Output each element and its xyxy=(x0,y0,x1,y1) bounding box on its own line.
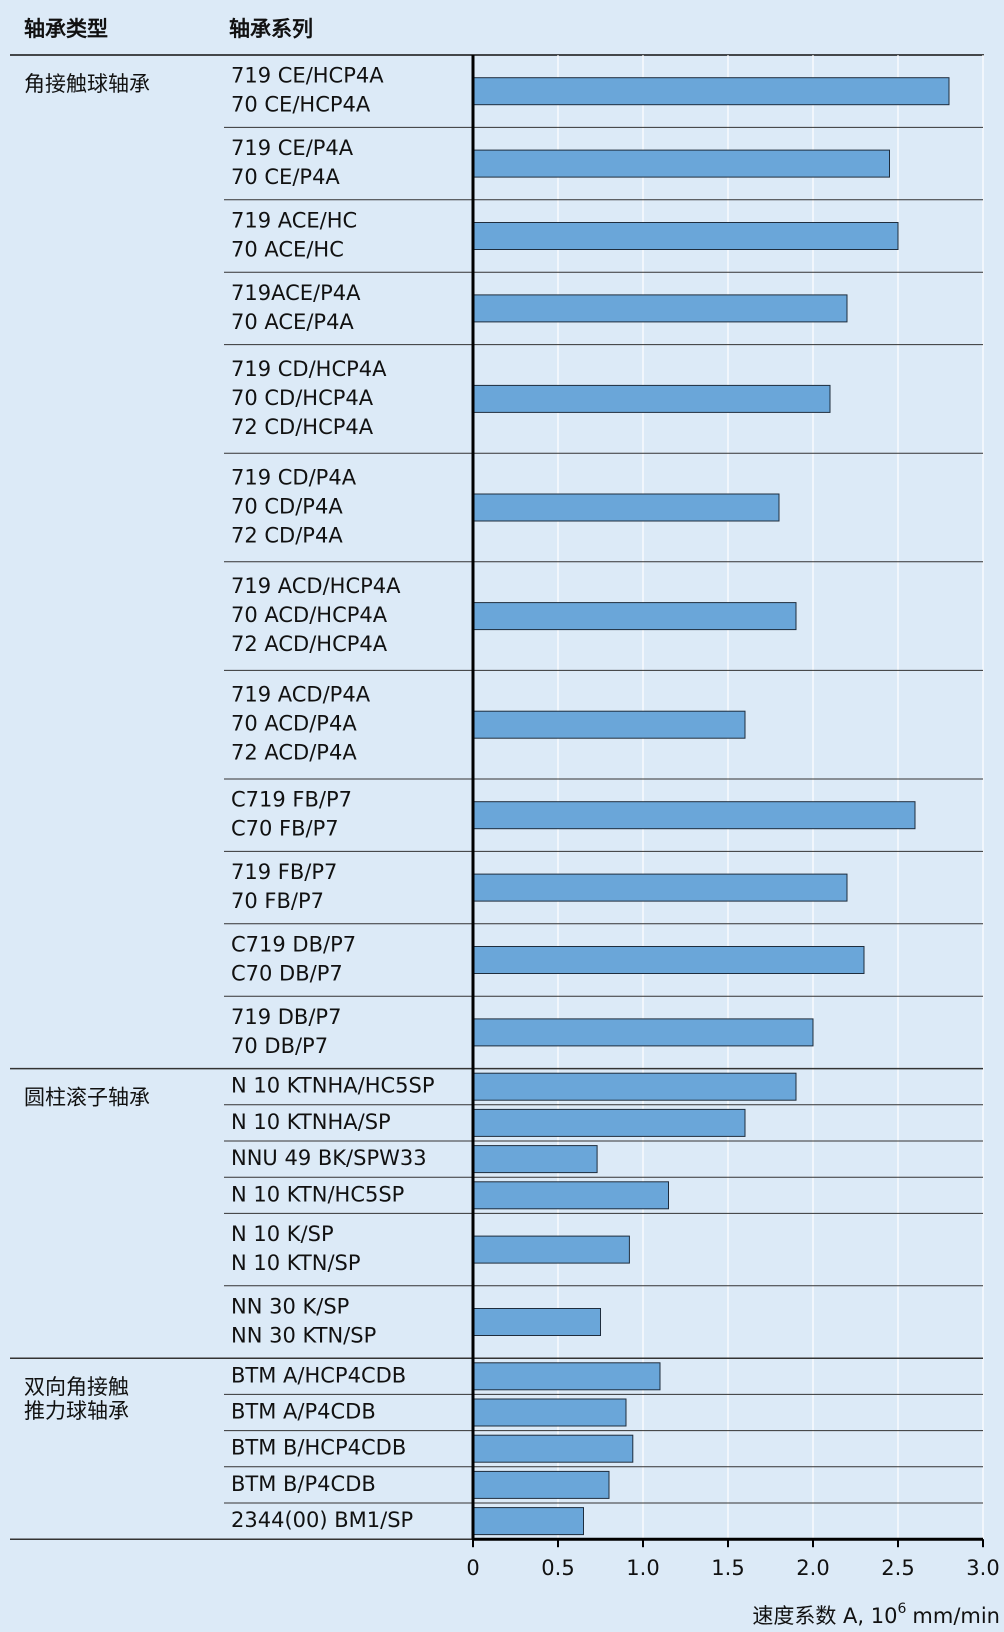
series-label: N 10 KTN/SP xyxy=(231,1251,361,1275)
bar xyxy=(472,1507,584,1536)
x-axis-label: 速度系数 A, 106 mm/min xyxy=(752,1601,1000,1628)
bar xyxy=(472,1018,814,1047)
series-label: BTM B/HCP4CDB xyxy=(231,1436,406,1460)
bar xyxy=(472,946,865,974)
series-label: BTM B/P4CDB xyxy=(231,1472,376,1496)
series-label: N 10 K/SP xyxy=(231,1222,334,1246)
bar xyxy=(472,873,848,902)
series-label: C719 DB/P7 xyxy=(231,933,356,957)
series-label: 719 ACD/P4A xyxy=(231,683,371,707)
series-label: 70 ACE/P4A xyxy=(231,310,354,334)
series-label: 719 DB/P7 xyxy=(231,1005,341,1029)
series-label: BTM A/HCP4CDB xyxy=(231,1363,406,1387)
bearing-type: 圆柱滚子轴承 xyxy=(24,1086,150,1110)
x-tick-label: 0 xyxy=(466,1556,479,1580)
series-label: 70 ACD/P4A xyxy=(231,712,357,736)
x-tick-label: 1.5 xyxy=(711,1556,744,1580)
series-label: 70 FB/P7 xyxy=(231,889,324,913)
series-label: 719 CD/P4A xyxy=(231,466,357,490)
series-label: 70 CE/P4A xyxy=(231,165,340,189)
series-label: 72 CD/P4A xyxy=(231,524,343,548)
series-label: N 10 KTNHA/SP xyxy=(231,1110,391,1134)
series-label: 719 FB/P7 xyxy=(231,860,337,884)
bar xyxy=(472,1072,797,1101)
x-label-sup: 6 xyxy=(897,1601,906,1617)
header-series: 轴承系列 xyxy=(229,17,313,41)
series-label: 719 CD/HCP4A xyxy=(231,357,387,381)
x-tick-label: 0.5 xyxy=(541,1556,574,1580)
bar xyxy=(472,1434,634,1463)
series-label: 719 ACD/HCP4A xyxy=(231,574,401,598)
series-label: C70 DB/P7 xyxy=(231,962,343,986)
bar xyxy=(472,77,950,106)
bar xyxy=(472,801,916,830)
x-tick-label: 1.0 xyxy=(626,1556,659,1580)
bearing-type: 角接触球轴承 xyxy=(24,72,150,96)
bar xyxy=(472,149,890,178)
series-label: NN 30 K/SP xyxy=(231,1295,349,1319)
series-label: C719 FB/P7 xyxy=(231,788,352,812)
bar xyxy=(472,1108,746,1137)
series-label: 719 CE/HCP4A xyxy=(231,64,384,88)
x-tick-label: 2.0 xyxy=(796,1556,829,1580)
series-label: 719ACE/P4A xyxy=(231,281,361,305)
bar xyxy=(472,1235,630,1264)
series-label: 719 CE/P4A xyxy=(231,136,354,160)
bearing-type: 双向角接触 xyxy=(24,1375,129,1399)
x-tick-label: 2.5 xyxy=(881,1556,914,1580)
series-label: 72 ACD/P4A xyxy=(231,741,357,765)
series-label: 70 DB/P7 xyxy=(231,1034,328,1058)
x-label-text: 速度系数 A, 10 xyxy=(752,1604,897,1628)
series-label: 70 ACE/HC xyxy=(231,238,344,262)
series-label: 2344(00) BM1/SP xyxy=(231,1508,413,1532)
bar xyxy=(472,222,899,250)
series-label: 70 ACD/HCP4A xyxy=(231,603,388,627)
bar xyxy=(472,1470,610,1499)
bar xyxy=(472,384,831,413)
series-label: 70 CD/HCP4A xyxy=(231,386,374,410)
bar xyxy=(472,1398,627,1427)
series-label: 719 ACE/HC xyxy=(231,209,357,233)
series-label: NNU 49 BK/SPW33 xyxy=(231,1146,427,1170)
series-label: N 10 KTNHA/HC5SP xyxy=(231,1074,435,1098)
bearing-type: 推力球轴承 xyxy=(24,1399,129,1423)
bar xyxy=(472,710,746,739)
x-label-unit: mm/min xyxy=(912,1604,1000,1628)
series-label: N 10 KTN/HC5SP xyxy=(231,1182,404,1206)
series-label: 72 CD/HCP4A xyxy=(231,415,374,439)
bar xyxy=(472,1181,669,1210)
series-label: 70 CE/HCP4A xyxy=(231,93,371,117)
bar xyxy=(472,602,797,631)
bar xyxy=(472,1145,598,1174)
x-tick-label: 3.0 xyxy=(966,1556,999,1580)
bar xyxy=(472,1308,601,1336)
bar xyxy=(472,294,848,323)
series-label: 72 ACD/HCP4A xyxy=(231,632,388,656)
series-label: 70 CD/P4A xyxy=(231,495,343,519)
series-label: C70 FB/P7 xyxy=(231,817,339,841)
bar xyxy=(472,493,780,522)
series-label: BTM A/P4CDB xyxy=(231,1400,376,1424)
header-type: 轴承类型 xyxy=(24,17,108,41)
series-label: NN 30 KTN/SP xyxy=(231,1324,376,1348)
bar xyxy=(472,1362,661,1391)
